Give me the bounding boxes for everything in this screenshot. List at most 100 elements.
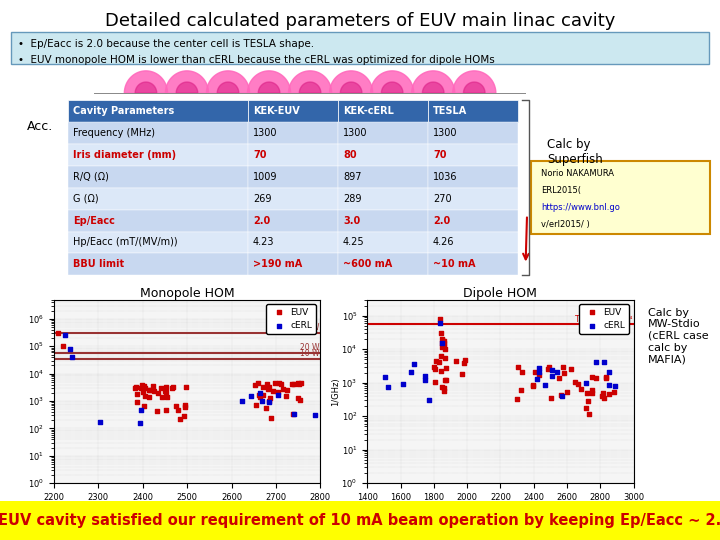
Text: 3.0: 3.0 bbox=[343, 215, 360, 226]
EUV bbox=[266, 414, 277, 423]
EUV bbox=[269, 379, 281, 387]
EUV bbox=[586, 372, 598, 381]
FancyBboxPatch shape bbox=[338, 144, 428, 166]
EUV bbox=[435, 352, 446, 360]
EUV bbox=[570, 377, 581, 386]
EUV bbox=[512, 363, 523, 372]
Title: Monopole HOM: Monopole HOM bbox=[140, 287, 235, 300]
Text: 4.23: 4.23 bbox=[253, 238, 274, 247]
Text: 100 W: 100 W bbox=[295, 323, 320, 332]
EUV bbox=[292, 394, 304, 402]
Text: 10 W: 10 W bbox=[300, 349, 320, 358]
EUV bbox=[516, 368, 528, 377]
Text: Calc by
Superfish: Calc by Superfish bbox=[547, 138, 603, 166]
cERL bbox=[580, 378, 592, 387]
EUV bbox=[440, 375, 451, 384]
EUV bbox=[437, 335, 449, 343]
EUV bbox=[151, 407, 163, 415]
Text: 20 W: 20 W bbox=[300, 343, 320, 352]
FancyBboxPatch shape bbox=[428, 253, 518, 275]
Text: 269: 269 bbox=[253, 194, 271, 204]
cERL bbox=[310, 411, 321, 420]
FancyBboxPatch shape bbox=[248, 166, 338, 187]
EUV bbox=[138, 402, 149, 411]
EUV bbox=[130, 384, 141, 393]
FancyBboxPatch shape bbox=[248, 253, 338, 275]
EUV bbox=[441, 376, 452, 385]
cERL bbox=[135, 406, 147, 415]
EUV bbox=[530, 368, 541, 376]
EUV bbox=[436, 366, 447, 375]
EUV bbox=[254, 393, 266, 401]
Text: 289: 289 bbox=[343, 194, 361, 204]
EUV bbox=[429, 378, 441, 387]
EUV bbox=[153, 389, 164, 397]
X-axis label: Frequency (MHz): Frequency (MHz) bbox=[459, 508, 541, 517]
EUV bbox=[598, 394, 610, 402]
Legend: EUV, cERL: EUV, cERL bbox=[266, 304, 316, 334]
EUV bbox=[459, 356, 471, 364]
EUV bbox=[267, 387, 279, 396]
EUV bbox=[140, 392, 151, 400]
EUV bbox=[545, 394, 557, 402]
EUV bbox=[138, 387, 149, 396]
EUV bbox=[148, 382, 159, 390]
FancyBboxPatch shape bbox=[428, 100, 518, 122]
EUV bbox=[436, 383, 448, 391]
Text: Norio NAKAMURA: Norio NAKAMURA bbox=[541, 169, 614, 178]
FancyBboxPatch shape bbox=[428, 166, 518, 187]
cERL bbox=[272, 391, 284, 400]
EUV bbox=[438, 384, 450, 393]
Text: Ep/Eacc: Ep/Eacc bbox=[73, 215, 114, 226]
EUV bbox=[533, 371, 544, 380]
Text: >190 mA: >190 mA bbox=[253, 259, 302, 269]
FancyBboxPatch shape bbox=[428, 144, 518, 166]
FancyBboxPatch shape bbox=[68, 187, 248, 210]
FancyBboxPatch shape bbox=[68, 210, 248, 232]
EUV bbox=[170, 402, 181, 410]
FancyBboxPatch shape bbox=[68, 253, 248, 275]
EUV bbox=[161, 393, 172, 401]
cERL bbox=[409, 360, 420, 368]
cERL bbox=[590, 357, 602, 366]
EUV bbox=[437, 336, 449, 345]
EUV bbox=[559, 368, 570, 377]
cERL bbox=[546, 366, 558, 374]
X-axis label: Frequency (MHz): Frequency (MHz) bbox=[146, 508, 228, 517]
EUV bbox=[262, 385, 274, 394]
cERL bbox=[423, 396, 435, 404]
cERL bbox=[246, 391, 257, 400]
Text: 70: 70 bbox=[433, 150, 446, 160]
cERL bbox=[420, 376, 431, 384]
FancyBboxPatch shape bbox=[248, 100, 338, 122]
FancyBboxPatch shape bbox=[338, 187, 428, 210]
EUV bbox=[263, 383, 274, 391]
EUV bbox=[528, 382, 539, 391]
FancyBboxPatch shape bbox=[428, 187, 518, 210]
EUV bbox=[144, 385, 156, 394]
Text: BBU limit: BBU limit bbox=[73, 259, 124, 269]
EUV bbox=[139, 384, 150, 393]
EUV bbox=[293, 380, 305, 389]
EUV bbox=[264, 397, 275, 406]
EUV bbox=[294, 396, 305, 404]
EUV bbox=[53, 329, 64, 338]
EUV bbox=[430, 356, 441, 365]
Text: 4.26: 4.26 bbox=[433, 238, 454, 247]
FancyBboxPatch shape bbox=[428, 232, 518, 253]
EUV bbox=[138, 382, 150, 390]
EUV bbox=[516, 386, 527, 394]
EUV bbox=[438, 342, 449, 350]
FancyBboxPatch shape bbox=[338, 210, 428, 232]
cERL bbox=[603, 368, 615, 376]
EUV bbox=[160, 387, 171, 395]
FancyBboxPatch shape bbox=[248, 144, 338, 166]
EUV bbox=[459, 359, 470, 368]
Text: G (Ω): G (Ω) bbox=[73, 194, 99, 204]
EUV bbox=[174, 415, 186, 423]
EUV bbox=[597, 389, 608, 397]
Text: •  Ep/Eacc is 2.0 because the center cell is TESLA shape.: • Ep/Eacc is 2.0 because the center cell… bbox=[18, 39, 314, 49]
EUV bbox=[555, 391, 567, 400]
EUV bbox=[167, 383, 179, 391]
Text: 2.0: 2.0 bbox=[433, 215, 450, 226]
